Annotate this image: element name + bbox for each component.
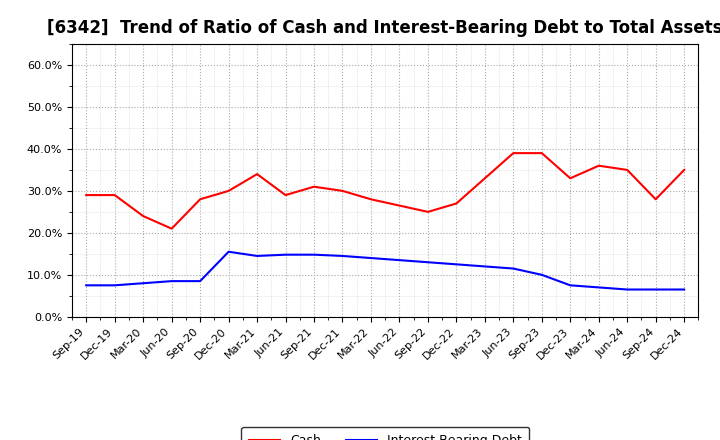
Cash — [537, 150, 546, 156]
Cash — [623, 167, 631, 172]
Interest-Bearing Debt — [395, 257, 404, 263]
Cash — [423, 209, 432, 215]
Cash — [225, 188, 233, 194]
Interest-Bearing Debt — [480, 264, 489, 269]
Interest-Bearing Debt — [366, 255, 375, 260]
Cash — [282, 192, 290, 198]
Interest-Bearing Debt — [139, 281, 148, 286]
Interest-Bearing Debt — [338, 253, 347, 259]
Interest-Bearing Debt — [225, 249, 233, 254]
Interest-Bearing Debt — [566, 282, 575, 288]
Cash — [509, 150, 518, 156]
Cash — [310, 184, 318, 189]
Interest-Bearing Debt — [623, 287, 631, 292]
Cash — [338, 188, 347, 194]
Interest-Bearing Debt — [167, 279, 176, 284]
Interest-Bearing Debt — [452, 262, 461, 267]
Cash — [167, 226, 176, 231]
Interest-Bearing Debt — [652, 287, 660, 292]
Interest-Bearing Debt — [537, 272, 546, 278]
Interest-Bearing Debt — [82, 282, 91, 288]
Cash — [595, 163, 603, 169]
Interest-Bearing Debt — [595, 285, 603, 290]
Line: Interest-Bearing Debt: Interest-Bearing Debt — [86, 252, 684, 290]
Cash — [566, 176, 575, 181]
Cash — [366, 197, 375, 202]
Cash — [253, 172, 261, 177]
Cash — [110, 192, 119, 198]
Cash — [395, 203, 404, 208]
Cash — [196, 197, 204, 202]
Cash — [652, 197, 660, 202]
Cash — [680, 167, 688, 172]
Interest-Bearing Debt — [680, 287, 688, 292]
Interest-Bearing Debt — [196, 279, 204, 284]
Cash — [139, 213, 148, 219]
Interest-Bearing Debt — [282, 252, 290, 257]
Legend: Cash, Interest-Bearing Debt: Cash, Interest-Bearing Debt — [241, 427, 529, 440]
Interest-Bearing Debt — [110, 282, 119, 288]
Line: Cash: Cash — [86, 153, 684, 229]
Cash — [452, 201, 461, 206]
Interest-Bearing Debt — [509, 266, 518, 271]
Cash — [82, 192, 91, 198]
Cash — [480, 176, 489, 181]
Interest-Bearing Debt — [310, 252, 318, 257]
Interest-Bearing Debt — [253, 253, 261, 259]
Title: [6342]  Trend of Ratio of Cash and Interest-Bearing Debt to Total Assets: [6342] Trend of Ratio of Cash and Intere… — [48, 19, 720, 37]
Interest-Bearing Debt — [423, 260, 432, 265]
